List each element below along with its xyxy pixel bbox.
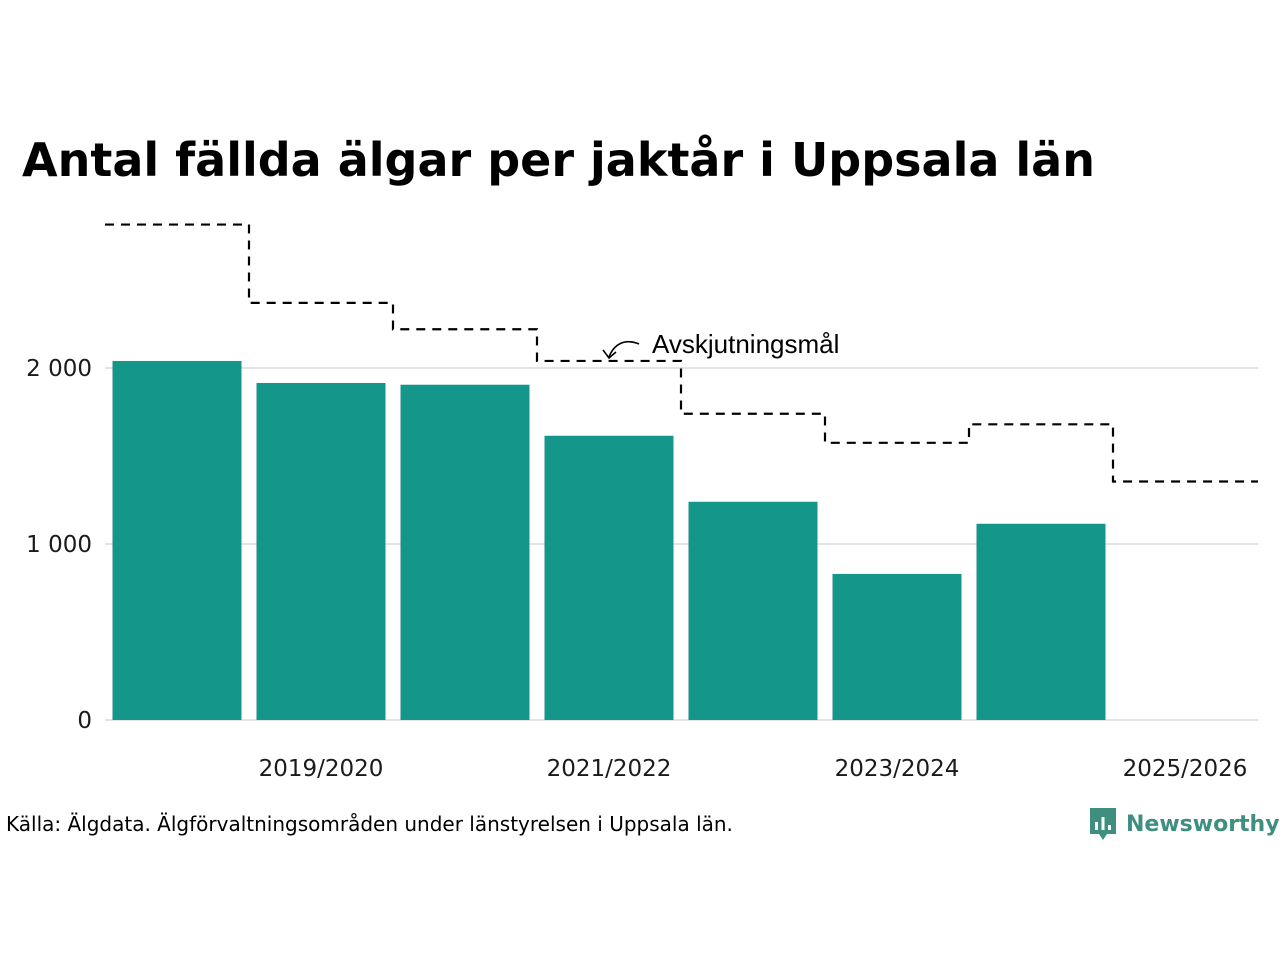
bar [400, 384, 530, 720]
x-tick-label: 2019/2020 [259, 756, 384, 782]
y-tick-label: 0 [77, 708, 92, 734]
bar [112, 360, 242, 720]
y-tick-label: 2 000 [26, 356, 92, 382]
target-line [105, 223, 1258, 483]
brand-logo: Newsworthy [1088, 804, 1280, 844]
x-tick-label: 2021/2022 [547, 756, 672, 782]
bar [256, 382, 386, 720]
annotation: Avskjutningsmål [602, 329, 839, 360]
annotation-arrowhead-icon [602, 349, 617, 360]
brand-name: Newsworthy [1126, 811, 1280, 837]
chart-title: Antal fällda älgar per jaktår i Uppsala … [22, 133, 1095, 187]
bar [688, 501, 818, 720]
bars [112, 360, 1106, 720]
bar [976, 523, 1106, 720]
newsworthy-logo-icon [1090, 808, 1116, 840]
bar [832, 573, 962, 720]
x-axis-ticks: 2019/2020 2021/2022 2023/2024 2025/2026 [259, 756, 1248, 782]
source-note: Källa: Älgdata. Älgförvaltningsområden u… [6, 812, 733, 836]
bar [544, 435, 674, 720]
annotation-label: Avskjutningsmål [652, 329, 839, 359]
x-tick-label: 2023/2024 [835, 756, 960, 782]
annotation-arrow-icon [608, 340, 640, 358]
y-axis-ticks: 0 1 000 2 000 [26, 356, 92, 734]
y-tick-label: 1 000 [26, 532, 92, 558]
target-step-line [105, 223, 1258, 483]
x-tick-label: 2025/2026 [1123, 756, 1248, 782]
